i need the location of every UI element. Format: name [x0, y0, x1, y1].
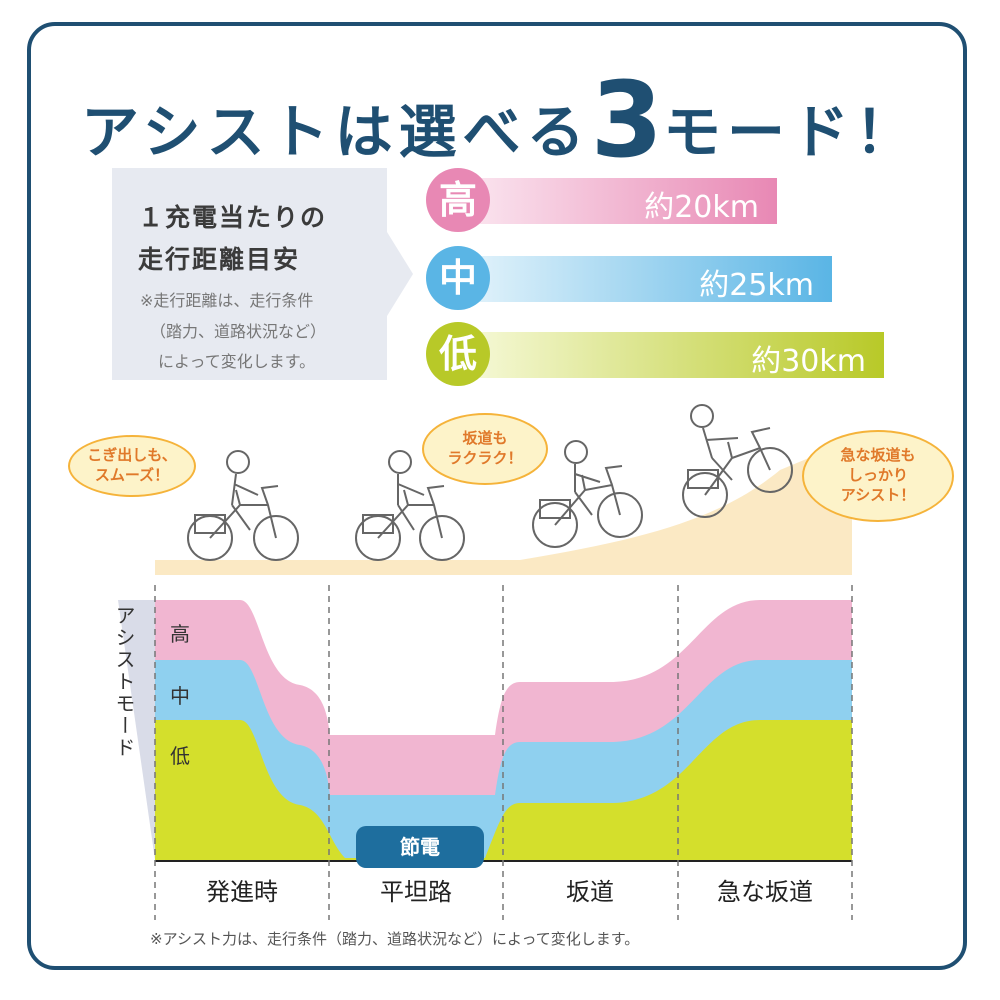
mode-badge-high: 高: [426, 168, 490, 232]
info-heading-line1: １充電当たりの: [138, 203, 328, 232]
bubble-steep-line1: 急な坂道も: [840, 446, 916, 464]
range-text-mid: 約25km: [699, 268, 814, 303]
category-start: 発進時: [206, 878, 278, 906]
power-saving-badge: 節電: [356, 826, 484, 868]
assist-mode-axis-title: アシストモード: [112, 605, 136, 759]
page-title: アシストは選べる3モード！: [80, 59, 920, 181]
bubble-steep-line3: アシスト！: [840, 486, 916, 504]
assist-footnote: ※アシスト力は、走行条件（踏力、道路状況など）によって変化します。: [150, 930, 640, 948]
category-flat: 平坦路: [380, 878, 452, 906]
info-note-line2: （踏力、道路状況など）: [150, 322, 327, 341]
axis-gradient: [118, 600, 155, 860]
bubble-start-line2: スムーズ！: [94, 466, 170, 484]
info-heading-line2: 走行距離目安: [138, 245, 301, 274]
info-pointer-arrow: [387, 232, 413, 316]
bicycle-icon-1: [187, 450, 299, 561]
bubble-slope-line2: ラクラク！: [447, 449, 523, 467]
bicycle-icon-4: [682, 404, 793, 518]
range-info-box: [112, 168, 387, 380]
range-bar-low: 約30km: [466, 332, 884, 379]
bubble-slope-line1: 坂道も: [462, 429, 508, 447]
category-steep-slope: 急な坂道: [717, 878, 813, 906]
road-ground: [155, 440, 852, 575]
bubble-steep: 急な坂道も しっかり アシスト！: [802, 430, 954, 522]
bubble-start-line1: こぎ出しも、: [87, 446, 177, 464]
category-slope: 坂道: [566, 878, 614, 906]
range-text-low: 約30km: [751, 344, 866, 379]
range-text-high: 約20km: [644, 190, 759, 225]
level-label-mid: 中: [170, 684, 190, 708]
band-low: [155, 720, 852, 860]
range-bar-mid: 約25km: [466, 256, 832, 303]
bubble-start: こぎ出しも、 スムーズ！: [68, 435, 196, 497]
mode-badge-mid: 中: [426, 246, 490, 310]
range-bar-high: 約20km: [466, 178, 777, 225]
level-label-low: 低: [170, 744, 190, 768]
bicycle-icon-2: [355, 450, 465, 561]
level-label-high: 高: [170, 622, 190, 646]
bubble-steep-line2: しっかり: [847, 466, 908, 484]
info-note-line3: によって変化します。: [158, 352, 316, 371]
bicycle-icon-3: [532, 440, 643, 548]
info-note-line1: ※走行距離は、走行条件: [140, 291, 314, 310]
bubble-slope: 坂道も ラクラク！: [422, 413, 548, 485]
mode-badge-low: 低: [426, 322, 490, 386]
section-dividers: [154, 585, 853, 920]
